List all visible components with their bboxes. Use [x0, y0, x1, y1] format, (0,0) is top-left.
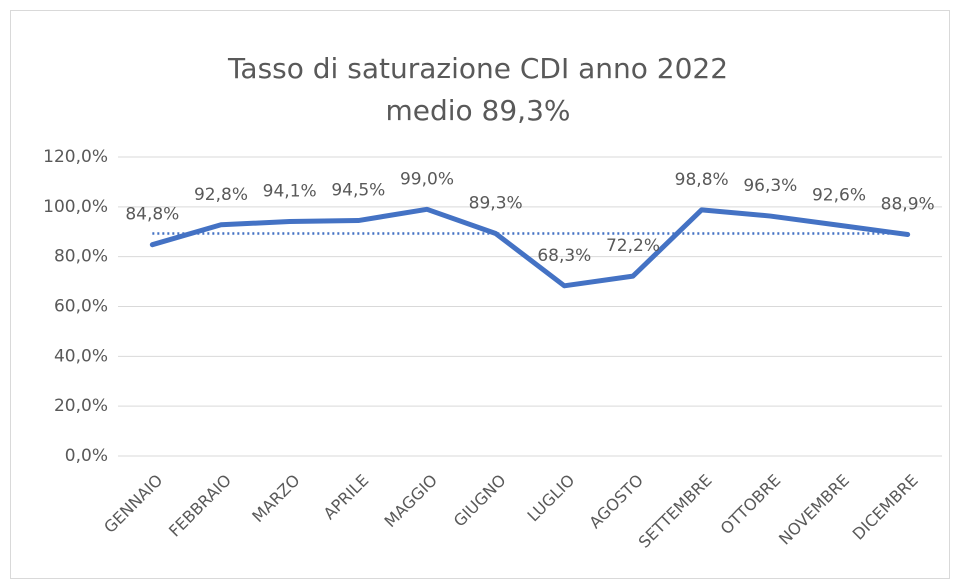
data-label: 92,8% [194, 185, 248, 205]
chart-title: Tasso di saturazione CDI anno 2022 [227, 52, 728, 85]
y-tick-label: 20,0% [54, 396, 108, 416]
data-label: 84,8% [125, 205, 179, 225]
data-label: 89,3% [469, 193, 523, 213]
chart-subtitle: medio 89,3% [385, 94, 570, 127]
y-tick-label: 100,0% [43, 197, 108, 217]
chart-border [10, 10, 950, 579]
data-label: 88,9% [881, 194, 935, 214]
data-label: 94,5% [331, 181, 385, 201]
data-label: 96,3% [743, 176, 797, 196]
y-tick-label: 0,0% [65, 446, 108, 466]
y-tick-label: 40,0% [54, 346, 108, 366]
data-label: 98,8% [675, 170, 729, 190]
y-tick-label: 80,0% [54, 247, 108, 267]
data-label: 72,2% [606, 236, 660, 256]
data-label: 68,3% [537, 246, 591, 266]
data-label: 99,0% [400, 169, 454, 189]
data-label: 94,1% [263, 182, 317, 202]
y-tick-label: 60,0% [54, 297, 108, 317]
y-tick-label: 120,0% [43, 147, 108, 167]
data-label: 92,6% [812, 185, 866, 205]
data-line [149, 206, 911, 289]
